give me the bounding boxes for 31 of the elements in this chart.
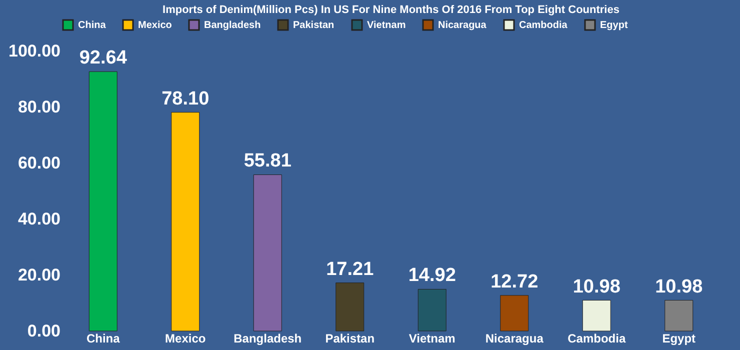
data-label: 17.21 — [326, 258, 374, 280]
data-label: 78.10 — [162, 88, 210, 110]
data-label: 12.72 — [490, 271, 538, 292]
y-tick-label: 60.00 — [18, 154, 60, 172]
x-tick-label: Pakistan — [325, 332, 375, 346]
x-tick-label: Egypt — [662, 332, 696, 346]
legend-label: Vietnam — [367, 20, 406, 31]
x-tick-label: Bangladesh — [234, 332, 302, 346]
data-label: 55.81 — [244, 150, 292, 172]
y-tick-label: 100.00 — [8, 42, 60, 60]
y-tick-label: 0.00 — [27, 322, 60, 340]
legend-label: Nicaragua — [438, 20, 487, 31]
chart-title: Imports of Denim(Million Pcs) In US For Nine Months Of 2016 From Top Eight Countries — [162, 4, 620, 16]
data-label: 14.92 — [408, 265, 456, 286]
data-label: 10.98 — [655, 276, 703, 298]
x-tick-label: Vietnam — [408, 332, 456, 346]
legend-label: Bangladesh — [204, 20, 261, 31]
legend-label: China — [78, 20, 106, 31]
x-tick-label: Nicaragua — [485, 332, 544, 346]
x-tick-label: Cambodia — [568, 332, 626, 346]
y-tick-label: 80.00 — [18, 98, 60, 116]
x-tick-label: China — [86, 332, 120, 346]
x-tick-label: Mexico — [165, 332, 206, 346]
y-tick-label: 20.00 — [18, 266, 60, 284]
legend-label: Cambodia — [519, 20, 568, 31]
y-tick-label: 40.00 — [18, 210, 60, 228]
data-label: 10.98 — [572, 276, 620, 298]
legend-label: Egypt — [600, 20, 628, 31]
legend-label: Pakistan — [293, 20, 334, 31]
legend-label: Mexico — [138, 20, 172, 31]
data-label: 92.64 — [79, 48, 128, 69]
